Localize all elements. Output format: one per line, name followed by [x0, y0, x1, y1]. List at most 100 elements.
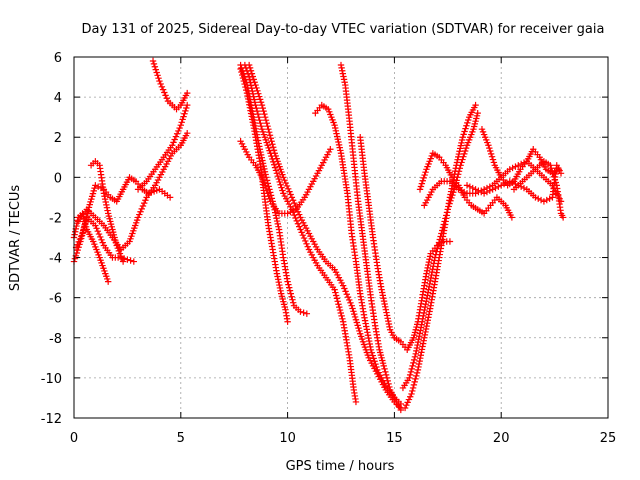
data-point [177, 121, 184, 129]
data-point [548, 167, 556, 175]
data-point [459, 134, 466, 141]
data-point [278, 184, 285, 191]
data-point [485, 142, 492, 149]
data-point [303, 310, 311, 317]
data-point [285, 281, 292, 288]
data-point [85, 207, 92, 214]
data-point [264, 122, 271, 130]
data-point [297, 226, 304, 233]
data-point [286, 287, 294, 294]
data-point [461, 128, 468, 135]
data-point [178, 119, 185, 126]
data-point [273, 217, 281, 225]
data-point [382, 303, 389, 311]
data-point [284, 210, 291, 217]
data-point [383, 374, 391, 382]
data-point [455, 150, 463, 158]
data-point [156, 77, 163, 85]
data-point [407, 393, 414, 400]
data-point [462, 125, 469, 132]
data-point [341, 79, 348, 86]
data-point [385, 380, 392, 388]
data-point [73, 249, 80, 257]
data-point [338, 64, 345, 72]
data-point [380, 362, 387, 370]
data-point [282, 179, 289, 187]
data-point [462, 144, 470, 152]
data-point [256, 116, 263, 124]
data-point [540, 198, 548, 205]
data-point [100, 190, 108, 197]
data-point [532, 194, 539, 201]
data-point [152, 66, 159, 73]
data-point [337, 61, 345, 69]
data-point [552, 179, 560, 186]
data-point [243, 86, 250, 94]
data-point [179, 116, 186, 123]
data-point [101, 193, 108, 200]
data-point [175, 127, 182, 135]
data-point [382, 306, 390, 313]
data-point [170, 139, 177, 146]
data-point [154, 72, 161, 79]
x-tick-label: 10 [279, 431, 296, 446]
data-point [254, 110, 262, 118]
data-point [331, 286, 338, 293]
data-point [277, 287, 284, 294]
data-point [411, 378, 418, 386]
data-point [419, 177, 426, 184]
data-point [512, 163, 519, 170]
series-arc-22 [510, 158, 567, 221]
data-point [136, 211, 143, 218]
data-point [385, 320, 393, 328]
data-point [89, 190, 97, 197]
data-point [483, 188, 491, 196]
data-point [252, 101, 259, 109]
data-point [405, 396, 413, 403]
data-point [489, 186, 496, 193]
data-point [337, 147, 344, 154]
data-point [71, 255, 79, 262]
data-point [383, 309, 390, 316]
data-marks [70, 57, 567, 414]
data-point [461, 147, 469, 155]
data-point [342, 288, 349, 295]
data-point [336, 306, 344, 314]
data-point [350, 308, 357, 315]
y-tick-label: 4 [54, 91, 62, 106]
y-tick-label: -12 [41, 412, 62, 427]
data-point [254, 87, 261, 95]
data-point [420, 174, 427, 182]
data-point [456, 148, 463, 155]
series-arc-6 [149, 57, 191, 113]
data-point [161, 89, 168, 96]
data-point [537, 196, 545, 204]
data-point [276, 178, 283, 186]
data-point [446, 238, 454, 245]
data-point [163, 95, 170, 102]
y-tick-label: -4 [49, 252, 62, 267]
data-point [460, 131, 467, 138]
data-point [288, 194, 296, 201]
data-point [72, 228, 79, 235]
data-point [246, 64, 254, 72]
data-point [371, 358, 378, 365]
data-point [509, 179, 516, 186]
data-point [517, 183, 525, 190]
data-point [397, 406, 405, 414]
data-point [99, 239, 106, 246]
data-point [274, 273, 281, 280]
data-point [369, 352, 376, 359]
data-point [404, 399, 411, 406]
data-point [180, 113, 187, 120]
data-point [413, 369, 421, 377]
data-point [172, 133, 180, 140]
data-point [384, 315, 391, 322]
data-point [472, 101, 479, 109]
data-point [425, 258, 433, 266]
data-point [486, 187, 494, 194]
data-point [261, 168, 269, 175]
data-point [458, 187, 465, 194]
data-point [101, 195, 109, 203]
